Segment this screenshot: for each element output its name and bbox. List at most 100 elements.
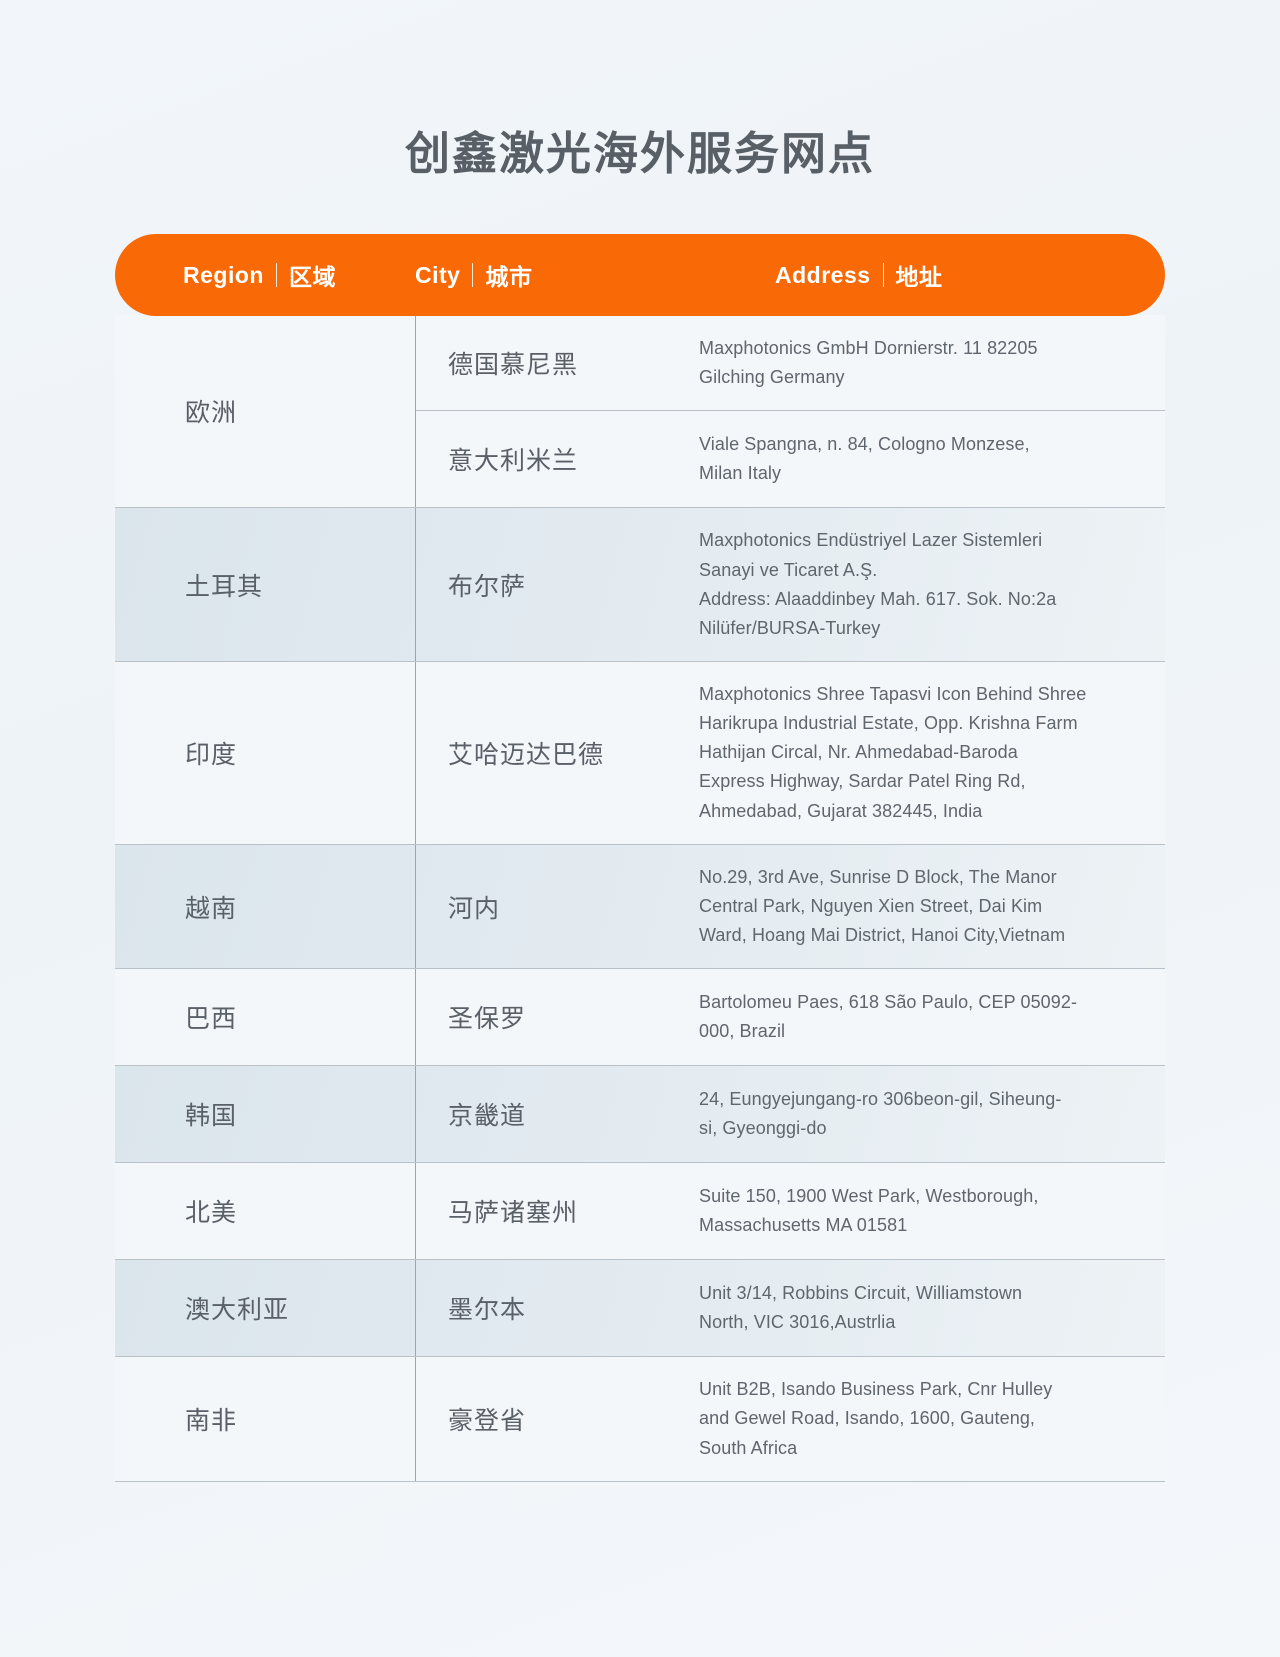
table-row-group: 印度 艾哈迈达巴德 Maxphotonics Shree Tapasvi Icon …	[115, 662, 1165, 845]
table-row: 布尔萨 Maxphotonics Endüstriyel Lazer Sistem…	[416, 508, 1165, 661]
address-line: si, Gyeonggi-do	[699, 1118, 827, 1139]
city-cell: 京畿道	[448, 1102, 527, 1131]
address-cell: Suite 150, 1900 West Park, Westborough, M…	[698, 1164, 1165, 1258]
city-cell: 圣保罗	[448, 1005, 527, 1034]
region-cell: 土耳其	[185, 572, 264, 601]
address-line: Maxphotonics GmbH Dornierstr. 11 82205	[699, 337, 1038, 358]
city-cell: 马萨诸塞州	[448, 1199, 579, 1228]
table-row: 圣保罗 Bartolomeu Paes, 618 São Paulo, CEP 0…	[416, 969, 1165, 1065]
column-header-region: Region 区域	[115, 258, 415, 292]
region-subrows: 布尔萨 Maxphotonics Endüstriyel Lazer Sistem…	[415, 508, 1165, 662]
address-line: Gilching Germany	[699, 366, 845, 387]
city-cell: 河内	[448, 894, 501, 923]
address-line: Suite 150, 1900 West Park, Westborough,	[699, 1186, 1039, 1207]
address-line: Address: Alaaddinbey Mah. 617. Sok. No:2…	[699, 588, 1057, 609]
address-line: Massachusetts MA 01581	[699, 1215, 908, 1236]
region-subrows: 京畿道 24, Eungyejungang-ro 306beon-gil, Sih…	[415, 1066, 1165, 1163]
address-line: Nilüfer/BURSA-Turkey	[699, 617, 881, 638]
city-cell: 意大利米兰	[448, 447, 579, 476]
address-cell: No.29, 3rd Ave, Sunrise D Block, The Man…	[698, 845, 1165, 968]
address-cell: Bartolomeu Paes, 618 São Paulo, CEP 0509…	[698, 970, 1165, 1064]
address-line: Hathijan Circal, Nr. Ahmedabad-Baroda	[699, 742, 1018, 763]
column-header-address: Address 地址	[697, 258, 1165, 292]
address-line: Ahmedabad, Gujarat 382445, India	[699, 800, 983, 821]
address-cell: Viale Spangna, n. 84, Cologno Monzese, Mi…	[698, 412, 1165, 506]
address-cell: Maxphotonics Shree Tapasvi Icon Behind S…	[698, 662, 1165, 844]
table-row-group: 韩国 京畿道 24, Eungyejungang-ro 306beon-gil, S…	[115, 1066, 1165, 1164]
address-cell: Maxphotonics Endüstriyel Lazer Sistemler…	[698, 508, 1165, 661]
service-locations-table: Region 区域 City 城市 Address 地址 欧洲 德国慕尼黑 Maxp…	[115, 234, 1165, 1482]
address-cell: 24, Eungyejungang-ro 306beon-gil, Siheun…	[698, 1067, 1165, 1161]
column-header-city-en: City	[415, 261, 461, 288]
address-line: Milan Italy	[699, 463, 782, 484]
table-row-group: 巴西 圣保罗 Bartolomeu Paes, 618 São Paulo, CEP…	[115, 969, 1165, 1067]
address-line: Unit 3/14, Robbins Circuit, Williamstown	[699, 1283, 1023, 1304]
address-line: Harikrupa Industrial Estate, Opp. Krishn…	[699, 713, 1078, 734]
address-line: and Gewel Road, Isando, 1600, Gauteng,	[699, 1408, 1036, 1429]
city-cell: 艾哈迈达巴德	[448, 740, 605, 769]
address-line: No.29, 3rd Ave, Sunrise D Block, The Man…	[699, 866, 1057, 887]
city-cell: 豪登省	[448, 1407, 527, 1435]
column-header-divider-icon	[472, 263, 474, 288]
region-cell: 韩国	[185, 1102, 238, 1131]
address-line: Maxphotonics Shree Tapasvi Icon Behind S…	[699, 684, 1087, 705]
region-cell: 北美	[185, 1199, 238, 1228]
region-subrows: 德国慕尼黑 Maxphotonics GmbH Dornierstr. 11 82…	[415, 315, 1165, 508]
region-cell: 澳大利亚	[185, 1296, 290, 1325]
table-row-group: 土耳其 布尔萨 Maxphotonics Endüstriyel Lazer Sis…	[115, 508, 1165, 663]
table-header-row: Region 区域 City 城市 Address 地址	[115, 234, 1165, 317]
address-line: South Africa	[699, 1437, 798, 1458]
address-line: Ward, Hoang Mai District, Hanoi City,Vie…	[699, 925, 1066, 946]
region-subrows: 圣保罗 Bartolomeu Paes, 618 São Paulo, CEP 0…	[415, 969, 1165, 1066]
region-subrows: 河内 No.29, 3rd Ave, Sunrise D Block, The M…	[415, 844, 1165, 969]
table-row: 马萨诸塞州 Suite 150, 1900 West Park, Westboro…	[416, 1163, 1165, 1259]
table-row-group: 南非 豪登省 Unit B2B, Isando Business Park, Cnr…	[115, 1357, 1165, 1482]
table-row: 京畿道 24, Eungyejungang-ro 306beon-gil, Sih…	[416, 1066, 1165, 1162]
region-subrows: 墨尔本 Unit 3/14, Robbins Circuit, Williamst…	[415, 1260, 1165, 1357]
address-line: Viale Spangna, n. 84, Cologno Monzese,	[699, 434, 1030, 455]
city-cell: 德国慕尼黑	[448, 350, 579, 379]
table-row: 艾哈迈达巴德 Maxphotonics Shree Tapasvi Icon Be…	[416, 662, 1165, 844]
table-row: 德国慕尼黑 Maxphotonics GmbH Dornierstr. 11 82…	[416, 315, 1165, 412]
region-cell: 印度	[185, 740, 238, 769]
bottom-spacer	[0, 1482, 1280, 1602]
table-row-group: 欧洲 德国慕尼黑 Maxphotonics GmbH Dornierstr. 11 …	[115, 315, 1165, 509]
column-header-region-zh: 区域	[288, 264, 336, 291]
address-line: Unit B2B, Isando Business Park, Cnr Hull…	[699, 1379, 1053, 1400]
column-header-divider-icon	[882, 263, 884, 288]
column-header-region-en: Region	[183, 261, 264, 288]
region-cell: 越南	[185, 894, 238, 923]
address-line: North, VIC 3016,Austrlia	[699, 1312, 896, 1333]
address-line: Central Park, Nguyen Xien Street, Dai Ki…	[699, 895, 1043, 916]
address-line: 000, Brazil	[699, 1021, 786, 1042]
address-cell: Unit B2B, Isando Business Park, Cnr Hull…	[698, 1357, 1165, 1480]
region-cell: 巴西	[185, 1005, 238, 1034]
table-row-group: 北美 马萨诸塞州 Suite 150, 1900 West Park, Westbo…	[115, 1163, 1165, 1261]
page-title: 创鑫激光海外服务网点	[404, 128, 875, 180]
address-cell: Unit 3/14, Robbins Circuit, Williamstown…	[698, 1261, 1165, 1355]
table-row-group: 越南 河内 No.29, 3rd Ave, Sunrise D Block, The…	[115, 844, 1165, 970]
city-cell: 布尔萨	[448, 572, 527, 601]
column-header-address-en: Address	[775, 261, 871, 288]
address-line: Bartolomeu Paes, 618 São Paulo, CEP 0509…	[699, 992, 1078, 1013]
table-body: 欧洲 德国慕尼黑 Maxphotonics GmbH Dornierstr. 11 …	[115, 315, 1165, 1482]
table-row-group: 澳大利亚 墨尔本 Unit 3/14, Robbins Circuit, Willi…	[115, 1260, 1165, 1358]
table-row: 豪登省 Unit B2B, Isando Business Park, Cnr H…	[416, 1357, 1165, 1480]
region-subrows: 艾哈迈达巴德 Maxphotonics Shree Tapasvi Icon Be…	[415, 662, 1165, 844]
table-row: 意大利米兰 Viale Spangna, n. 84, Cologno Monze…	[416, 411, 1165, 507]
column-header-address-zh: 地址	[895, 264, 943, 291]
table-row: 墨尔本 Unit 3/14, Robbins Circuit, Williamst…	[416, 1260, 1165, 1356]
region-cell: 欧洲	[185, 399, 238, 428]
address-line: Maxphotonics Endüstriyel Lazer Sistemler…	[699, 530, 1043, 551]
column-header-city: City 城市	[415, 258, 697, 292]
region-subrows: 马萨诸塞州 Suite 150, 1900 West Park, Westboro…	[415, 1163, 1165, 1260]
column-header-divider-icon	[275, 263, 277, 288]
column-header-city-zh: 城市	[485, 264, 533, 291]
region-cell: 南非	[185, 1407, 238, 1435]
address-line: 24, Eungyejungang-ro 306beon-gil, Siheun…	[699, 1089, 1062, 1110]
table-row: 河内 No.29, 3rd Ave, Sunrise D Block, The M…	[416, 845, 1165, 968]
address-cell: Maxphotonics GmbH Dornierstr. 11 82205 Gi…	[698, 316, 1165, 410]
address-line: Sanayi ve Ticaret A.Ş.	[699, 559, 878, 580]
region-subrows: 豪登省 Unit B2B, Isando Business Park, Cnr H…	[415, 1357, 1165, 1481]
